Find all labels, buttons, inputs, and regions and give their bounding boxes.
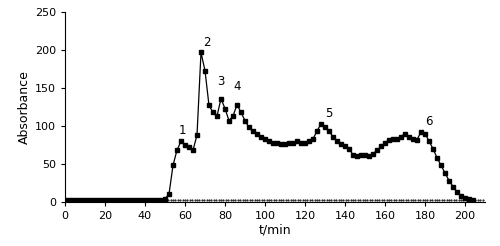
Text: 6: 6 [425, 115, 432, 128]
Text: 3: 3 [217, 75, 224, 88]
Text: 4: 4 [233, 80, 240, 93]
Text: 2: 2 [203, 36, 210, 49]
X-axis label: t/min: t/min [258, 224, 292, 236]
Text: 1: 1 [179, 124, 186, 137]
Y-axis label: Absorbance: Absorbance [18, 70, 30, 144]
Text: 5: 5 [325, 107, 332, 120]
